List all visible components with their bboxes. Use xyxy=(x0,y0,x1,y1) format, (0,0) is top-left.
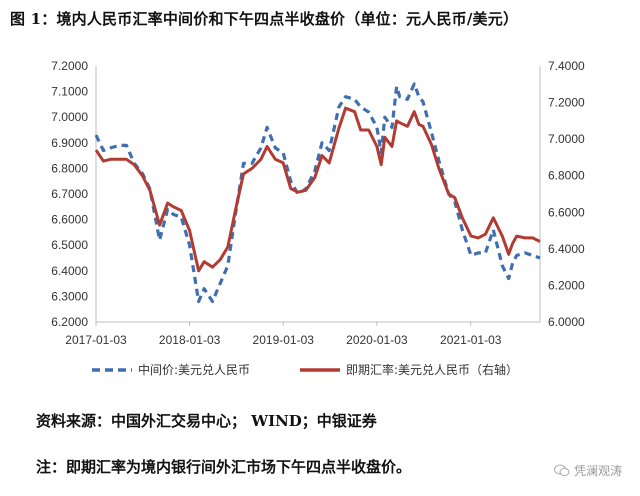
left-tick-label: 6.5000 xyxy=(51,238,88,252)
x-tick-label: 2020-01-03 xyxy=(346,333,408,347)
left-tick-label: 6.7000 xyxy=(51,187,88,201)
watermark-text: 凭澜观涛 xyxy=(573,464,622,478)
left-tick-label: 6.3000 xyxy=(51,289,88,303)
legend-label: 中间价:美元兑人民币 xyxy=(138,362,250,377)
mid-rate-line xyxy=(94,82,541,304)
x-tick-label: 2019-01-03 xyxy=(253,333,315,347)
left-tick-label: 6.6000 xyxy=(51,213,88,227)
chart-axes: 6.2000 6.3000 6.4000 6.5000 6.6000 6.7000 6.80… xyxy=(51,59,585,347)
left-tick-label: 6.8000 xyxy=(51,161,88,175)
footnote: 注：即期汇率为境内银行间外汇市场下午四点半收盘价。 xyxy=(36,458,412,476)
left-tick-label: 7.2000 xyxy=(51,59,88,73)
wechat-icon xyxy=(553,464,570,477)
chart-title: 图 1：境内人民币汇率中间价和下午四点半收盘价（单位：元人民币/美元） xyxy=(10,10,519,28)
legend-label: 即期汇率:美元兑人民币（右轴） xyxy=(346,362,518,377)
right-tick-label: 6.6000 xyxy=(548,205,585,219)
x-tick-label: 2018-01-03 xyxy=(159,333,221,347)
chart-legend: 中间价:美元兑人民币 即期汇率:美元兑人民币（右轴） xyxy=(92,362,518,377)
left-tick-label: 6.4000 xyxy=(51,264,88,278)
x-tick-label: 2017-01-03 xyxy=(65,333,127,347)
right-tick-label: 7.2000 xyxy=(548,96,585,110)
x-tick-label: 2021-01-03 xyxy=(440,333,502,347)
chart-series xyxy=(94,82,541,304)
left-tick-label: 7.1000 xyxy=(51,85,88,99)
right-tick-label: 6.8000 xyxy=(548,169,585,183)
right-tick-label: 6.2000 xyxy=(548,278,585,292)
right-tick-label: 7.0000 xyxy=(548,132,585,146)
spot-rate-line xyxy=(94,106,541,273)
left-tick-label: 7.0000 xyxy=(51,110,88,124)
left-tick-label: 6.9000 xyxy=(51,136,88,150)
watermark: 凭澜观涛 xyxy=(553,462,622,479)
right-tick-label: 6.4000 xyxy=(548,242,585,256)
right-tick-label: 6.0000 xyxy=(548,315,585,329)
right-tick-label: 7.4000 xyxy=(548,59,585,73)
left-tick-label: 6.2000 xyxy=(51,315,88,329)
exchange-rate-chart: 6.2000 6.3000 6.4000 6.5000 6.6000 6.7000 6.80… xyxy=(51,59,585,377)
source-note: 资料来源：中国外汇交易中心； WIND；中银证券 xyxy=(36,412,377,430)
